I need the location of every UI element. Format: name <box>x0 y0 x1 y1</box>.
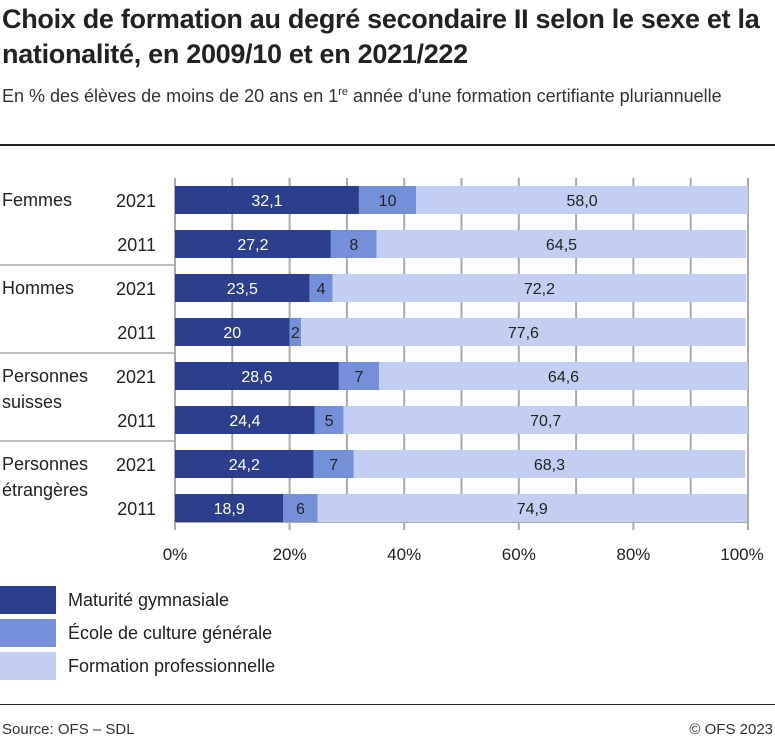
group-label: Femmes <box>2 190 72 210</box>
legend-item: Formation professionnelle <box>0 652 275 680</box>
bar-segment <box>314 406 344 434</box>
x-tick-label: 60% <box>502 545 536 564</box>
data-label: 5 <box>325 413 334 430</box>
data-label: 64,6 <box>548 369 579 386</box>
data-label: 2 <box>291 325 300 342</box>
bottom-rule <box>0 704 775 705</box>
subtitle-text-2: année d'une formation certifiante pluria… <box>348 86 722 106</box>
year-label: 2011 <box>117 323 156 343</box>
data-label: 70,7 <box>530 413 561 430</box>
year-label: 2011 <box>117 499 156 519</box>
bar-segment <box>175 318 290 346</box>
bar-segment <box>175 450 314 478</box>
bar-segment <box>376 230 747 258</box>
data-label: 72,2 <box>524 281 555 298</box>
data-label: 58,0 <box>567 193 598 210</box>
bar-segment <box>175 362 339 390</box>
data-label: 77,6 <box>508 325 539 342</box>
legend-label: École de culture générale <box>68 622 273 643</box>
top-rule <box>0 144 775 146</box>
legend-item: École de culture générale <box>0 619 272 647</box>
group-label: Hommes <box>2 278 74 298</box>
bar-segment <box>338 362 379 390</box>
bar-segment <box>309 274 333 302</box>
chart-subtitle: En % des élèves de moins de 20 ans en 1r… <box>2 80 772 109</box>
group-label: Personnes étrangères <box>2 454 88 500</box>
bar-segment <box>353 450 746 478</box>
data-label: 27,2 <box>237 237 268 254</box>
x-tick-label: 0% <box>163 545 188 564</box>
bar-segment <box>358 186 417 214</box>
plot-area: Femmes Hommes Personnes suisses Personnes étr… <box>0 178 764 564</box>
bar-segment <box>330 230 377 258</box>
data-label: 10 <box>379 193 397 210</box>
data-label: 68,3 <box>534 457 565 474</box>
bar-segment <box>317 494 747 522</box>
data-label: 32,1 <box>251 193 282 210</box>
data-label: 6 <box>296 501 305 518</box>
legend-swatch <box>0 652 56 680</box>
data-label: 7 <box>354 369 363 386</box>
subtitle-sup: re <box>338 86 348 98</box>
year-label: 2021 <box>116 279 156 299</box>
source: Source: OFS – SDL <box>2 721 135 738</box>
data-label: 64,5 <box>546 237 577 254</box>
group-label: Personnes suisses <box>2 366 88 412</box>
data-label: 28,6 <box>241 369 272 386</box>
data-label: 7 <box>329 457 338 474</box>
subtitle-text: En % des élèves de moins de 20 ans en 1 <box>2 86 339 106</box>
bar-segment <box>175 494 284 522</box>
bar-segment <box>313 450 354 478</box>
chart-title: Choix de formation au degré secondaire I… <box>2 4 760 69</box>
bar-segment <box>289 318 302 346</box>
bar-segment <box>175 186 359 214</box>
data-label: 4 <box>317 281 326 298</box>
bar-segment <box>378 362 748 390</box>
year-label: 2021 <box>116 367 156 387</box>
legend-label: Maturité gymnasiale <box>68 589 230 610</box>
year-label: 2021 <box>116 191 156 211</box>
bar-segment <box>175 406 315 434</box>
x-tick-label: 100% <box>720 545 763 564</box>
bar-segment <box>301 318 746 346</box>
copyright: © OFS 2023 <box>689 721 773 738</box>
year-label: 2011 <box>117 411 156 431</box>
bar-segment <box>283 494 318 522</box>
year-label: 2011 <box>117 235 156 255</box>
legend-label: Formation professionnelle <box>68 655 276 676</box>
legend-swatch <box>0 619 56 647</box>
x-tick-label: 40% <box>387 545 421 564</box>
bar-segment <box>343 406 748 434</box>
year-label: 2021 <box>116 455 156 475</box>
data-label: 74,9 <box>517 501 548 518</box>
data-label: 24,4 <box>229 413 260 430</box>
data-label: 18,9 <box>214 501 245 518</box>
data-label: 20 <box>223 325 241 342</box>
legend-swatch <box>0 586 56 614</box>
bar-segment <box>416 186 748 214</box>
data-label: 8 <box>349 237 358 254</box>
bar-segment <box>175 274 310 302</box>
data-label: 23,5 <box>227 281 258 298</box>
bar-segment <box>175 230 331 258</box>
x-tick-label: 20% <box>273 545 307 564</box>
bar-segment <box>332 274 747 302</box>
data-label: 24,2 <box>229 457 260 474</box>
x-tick-label: 80% <box>616 545 650 564</box>
legend-item: Maturité gymnasiale <box>0 586 229 614</box>
